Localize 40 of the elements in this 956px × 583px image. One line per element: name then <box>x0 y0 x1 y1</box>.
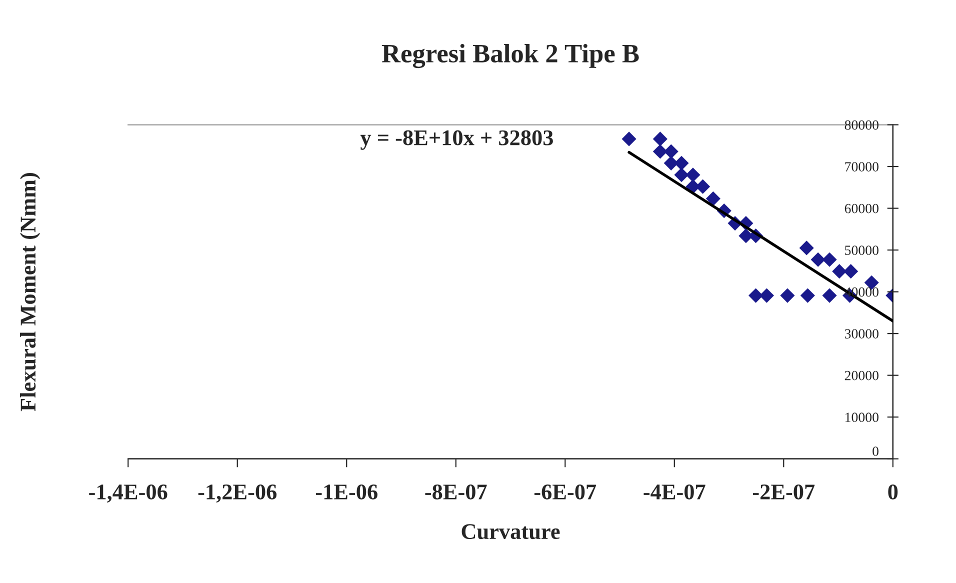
x-tick-label: -1,2E-06 <box>198 484 277 503</box>
point <box>844 264 858 279</box>
x-tick-label: -4E-07 <box>644 484 706 500</box>
x-tick-label: -6E-07 <box>534 484 596 500</box>
point <box>822 252 837 267</box>
y-tick-label: 0 <box>872 446 878 456</box>
chart-title: Regresi Balok 2 Tipe B <box>382 44 639 68</box>
point <box>664 144 678 159</box>
point <box>748 288 764 303</box>
y-tick-label: 80000 <box>844 120 878 130</box>
y-axis-title: Flexural Moment (Nmm) <box>20 173 40 412</box>
y-tick-label: 30000 <box>844 329 878 339</box>
point <box>622 132 636 146</box>
point <box>706 191 720 206</box>
point <box>799 240 814 256</box>
y-tick-label: 20000 <box>844 370 878 380</box>
y-tick-label: 50000 <box>845 246 878 255</box>
y-tick-label: 60000 <box>844 204 878 214</box>
x-tick-label: -2E-07 <box>752 484 815 500</box>
x-tick-label: -8E-07 <box>425 484 487 500</box>
x-axis-title: Curvature <box>462 524 560 540</box>
point <box>810 252 826 267</box>
x-tick-label: 0 <box>888 484 898 500</box>
point <box>674 156 689 170</box>
point <box>780 288 795 303</box>
annotation: y = -8E+10x + 32803 <box>360 130 553 150</box>
point <box>652 132 668 146</box>
point <box>664 156 678 170</box>
point <box>652 144 668 159</box>
point <box>759 288 774 303</box>
point <box>674 168 689 182</box>
y-tick-label: 10000 <box>846 412 878 422</box>
point <box>696 179 710 194</box>
x-tick-label: -1,4E-06 <box>89 484 168 503</box>
y-tick-label: 70000 <box>845 162 878 172</box>
point <box>832 264 847 279</box>
point <box>822 288 837 303</box>
point <box>800 288 815 303</box>
point <box>686 168 700 182</box>
x-tick-label: -1E-06 <box>316 484 378 500</box>
